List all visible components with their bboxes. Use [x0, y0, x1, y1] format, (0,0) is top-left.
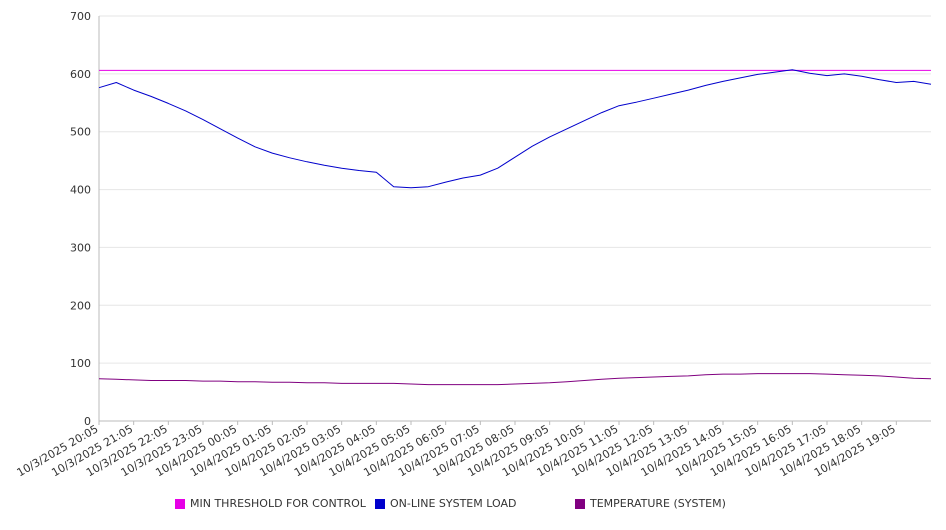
y-tick-label: 0 — [84, 415, 91, 428]
gridlines — [99, 15, 931, 364]
legend-swatch-temperature — [575, 498, 585, 509]
y-tick-label: 600 — [70, 68, 91, 81]
series-line-1 — [98, 69, 932, 189]
legend-item-temperature: TEMPERATURE (SYSTEM) — [575, 497, 726, 510]
y-tick-label: 100 — [70, 357, 91, 370]
legend-swatch-online-system-load — [375, 498, 385, 509]
y-tick-label: 400 — [70, 184, 91, 197]
legend: MIN THRESHOLD FOR CONTROL ON-LINE SYSTEM… — [0, 497, 946, 515]
legend-item-online-system-load: ON-LINE SYSTEM LOAD — [375, 497, 516, 510]
y-tick-label: 500 — [70, 126, 91, 139]
y-tick-label: 700 — [70, 10, 91, 23]
legend-swatch-min-threshold — [175, 498, 185, 509]
series-lines — [98, 69, 932, 386]
legend-item-min-threshold: MIN THRESHOLD FOR CONTROL — [175, 497, 366, 510]
legend-label-min-threshold: MIN THRESHOLD FOR CONTROL — [190, 497, 366, 510]
series-line-2 — [98, 373, 932, 386]
legend-label-temperature: TEMPERATURE (SYSTEM) — [590, 497, 726, 510]
y-tick-label: 200 — [70, 299, 91, 312]
legend-label-online-system-load: ON-LINE SYSTEM LOAD — [390, 497, 517, 510]
y-tick-label: 300 — [70, 241, 91, 254]
